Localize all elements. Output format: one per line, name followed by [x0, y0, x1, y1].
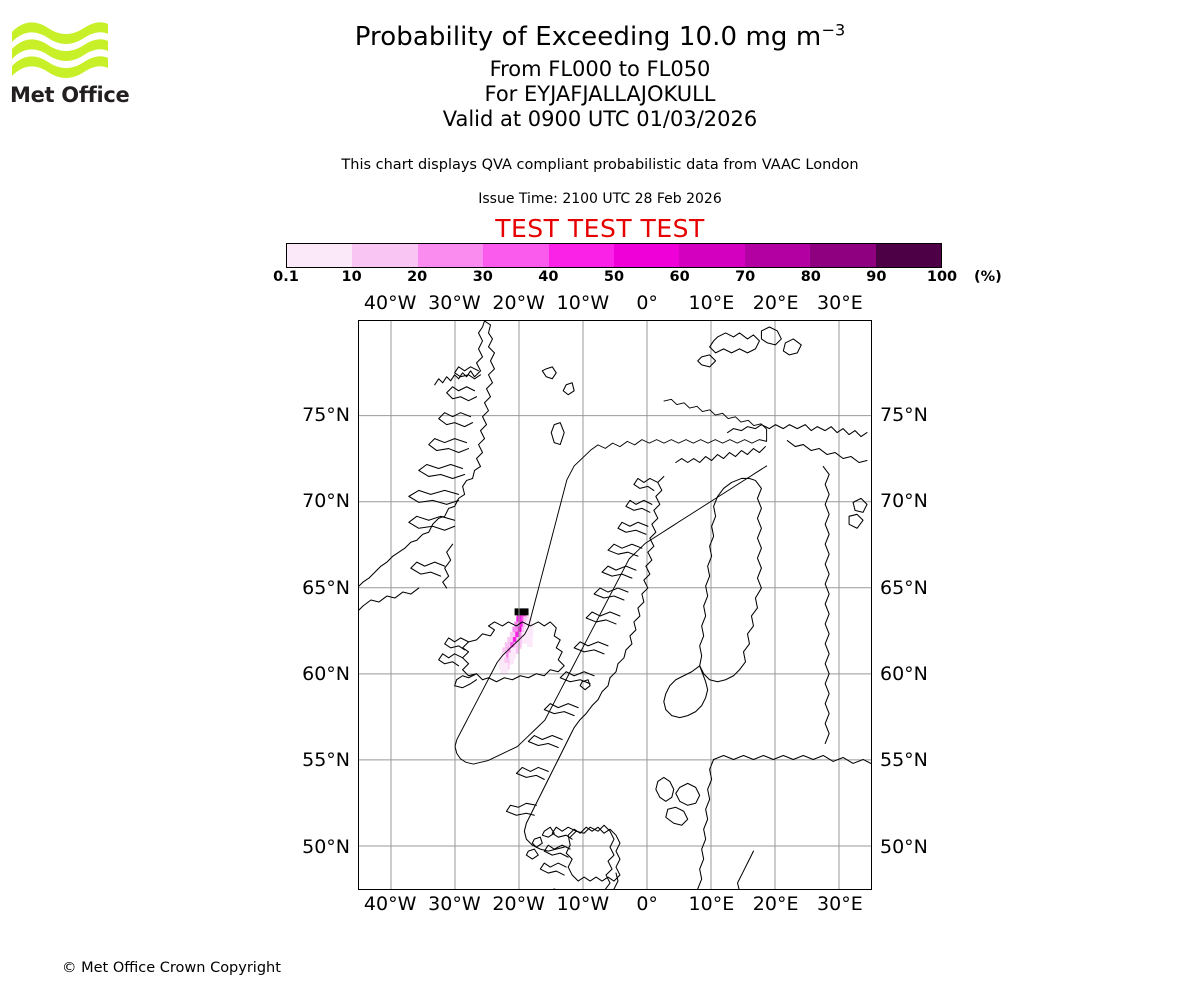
lon-label-bottom-0: 0°	[636, 893, 658, 915]
volcano-subtitle: For EYJAFJALLAJOKULL	[484, 82, 716, 106]
colorbar-band-6	[679, 244, 745, 267]
valid-time-subtitle: Valid at 0900 UTC 01/03/2026	[442, 107, 758, 131]
lat-label-right-75N: 75°N	[880, 404, 928, 426]
colorbar-band-7	[744, 244, 811, 267]
lat-label-left-60N: 60°N	[302, 663, 350, 686]
title-exponent: −3	[821, 20, 846, 40]
lon-label-top-10E: 10°E	[688, 292, 735, 314]
test-banner: TEST TEST TEST	[495, 214, 705, 243]
colorbar-tick-labels: (%) 0.1 10 20 30 40 50 60 70 80 90 100	[270, 269, 1010, 287]
issue-time-text: Issue Time: 2100 UTC 28 Feb 2026	[478, 191, 722, 207]
latitude-axis-right: 75°N 70°N 65°N 60°N 55°N 50°N	[880, 320, 1000, 890]
lat-label-left-50N: 50°N	[302, 835, 350, 858]
flight-level-subtitle: From FL000 to FL050	[489, 57, 711, 81]
ash-cell	[513, 642, 520, 654]
map-plot-area	[358, 320, 872, 890]
lon-label-top-0: 0°	[636, 292, 658, 314]
lon-label-top-10W: 10°W	[556, 292, 610, 314]
graticule-lines	[359, 321, 871, 889]
latitude-axis-left: 75°N 70°N 65°N 60°N 55°N 50°N	[238, 320, 350, 890]
lon-label-bottom-10W: 10°W	[556, 893, 610, 915]
colorbar-tick-70: 70	[735, 269, 756, 285]
colorbar-tick-30: 30	[472, 269, 493, 285]
longitude-axis-top: 40°W 30°W 20°W 10°W 0° 10°E 20°E 30°E	[358, 292, 872, 316]
lon-label-top-30W: 30°W	[428, 292, 481, 314]
colorbar-units-label: (%)	[974, 269, 1002, 285]
chart-title-block: Probability of Exceeding 10.0 mg m−3 Fro…	[0, 22, 1200, 134]
coastline-layer	[359, 321, 871, 889]
colorbar-tick-40: 40	[538, 269, 559, 285]
page-title: Probability of Exceeding 10.0 mg m−3	[0, 22, 1200, 52]
colorbar-band-9	[875, 244, 942, 267]
lon-label-bottom-30W: 30°W	[428, 893, 481, 915]
lat-label-left-75N: 75°N	[302, 404, 350, 426]
colorbar-tick-80: 80	[800, 269, 821, 285]
colorbar-tick-0-1: 0.1	[273, 269, 299, 285]
lat-label-right-70N: 70°N	[880, 490, 928, 513]
colorbar-band-3	[483, 244, 549, 267]
colorbar-band-2	[417, 244, 484, 267]
colorbar-band-0	[287, 244, 353, 267]
ash-cell	[508, 652, 515, 665]
logo-wordmark: Met Office	[10, 83, 130, 107]
copyright-text: © Met Office Crown Copyright	[62, 960, 281, 976]
lon-label-bottom-10E: 10°E	[688, 893, 735, 915]
ash-cell	[521, 631, 527, 644]
title-text: Probability of Exceeding 10.0 mg m	[354, 22, 822, 52]
lon-label-top-40W: 40°W	[363, 292, 417, 314]
lat-label-right-50N: 50°N	[880, 835, 928, 858]
lat-label-right-60N: 60°N	[880, 663, 928, 686]
colorbar-tick-100: 100	[926, 269, 958, 285]
lon-label-bottom-20E: 20°E	[752, 893, 799, 915]
ash-concentration-layer	[499, 608, 534, 675]
colorbar-tick-20: 20	[407, 269, 428, 285]
probability-colorbar	[286, 243, 942, 268]
colorbar-tick-60: 60	[669, 269, 690, 285]
colorbar-band-1	[352, 244, 418, 267]
lat-label-left-55N: 55°N	[302, 749, 350, 772]
lon-label-bottom-30E: 30°E	[817, 893, 863, 915]
lon-label-bottom-20W: 20°W	[492, 893, 545, 915]
lon-label-top-20W: 20°W	[492, 292, 545, 314]
map-canvas	[359, 321, 871, 889]
colorbar-band-8	[810, 244, 876, 267]
lon-label-bottom-40W: 40°W	[363, 893, 417, 915]
met-office-waves-icon	[12, 22, 108, 78]
colorbar-band-4	[548, 244, 615, 267]
lon-label-top-30E: 30°E	[817, 292, 863, 314]
colorbar-tick-10: 10	[341, 269, 362, 285]
met-office-logo: Met Office	[10, 18, 130, 118]
lon-label-top-20E: 20°E	[752, 292, 799, 314]
colorbar-tick-50: 50	[603, 269, 625, 285]
ash-cell	[500, 662, 506, 675]
lat-label-left-65N: 65°N	[302, 576, 350, 599]
colorbar-band-5	[614, 244, 680, 267]
colorbar-bands	[286, 243, 942, 268]
lat-label-right-65N: 65°N	[880, 576, 928, 599]
longitude-axis-bottom: 40°W 30°W 20°W 10°W 0° 10°E 20°E 30°E	[358, 893, 872, 919]
colorbar-tick-90: 90	[866, 269, 887, 285]
qva-compliance-note: This chart displays QVA compliant probab…	[341, 157, 859, 173]
lat-label-left-70N: 70°N	[302, 490, 350, 513]
volcano-source-marker	[514, 608, 529, 616]
ash-cell	[527, 635, 533, 647]
lat-label-right-55N: 55°N	[880, 749, 928, 772]
